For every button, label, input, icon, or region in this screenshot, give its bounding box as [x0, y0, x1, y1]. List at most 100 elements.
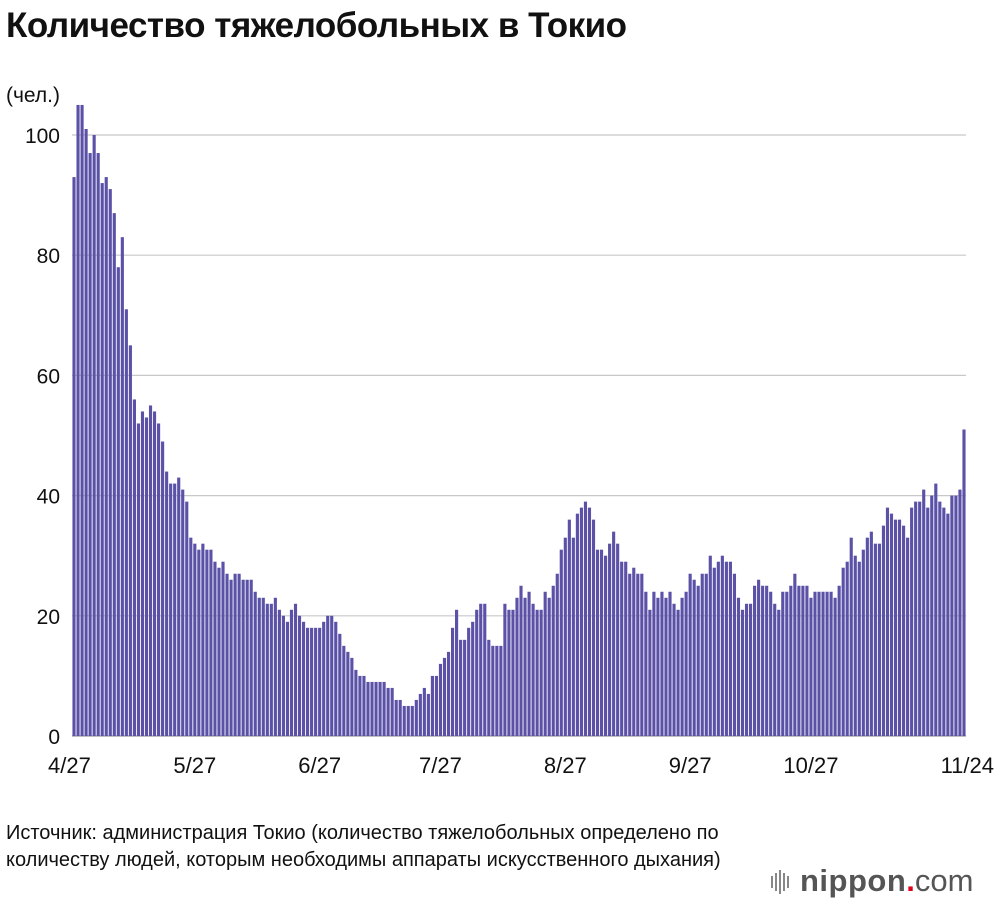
bar	[193, 543, 197, 736]
bar	[531, 603, 535, 736]
bar	[503, 603, 507, 736]
bar	[201, 543, 205, 736]
bar	[157, 423, 161, 736]
bar	[450, 627, 455, 736]
bar	[463, 639, 467, 736]
source-note: Источник: администрация Токио (количеств…	[6, 822, 721, 871]
bar	[362, 675, 366, 736]
bar	[177, 477, 181, 736]
bar	[801, 585, 805, 736]
logo-tld: com	[914, 863, 974, 898]
bar	[777, 609, 781, 736]
bar	[475, 609, 479, 736]
bar	[841, 567, 845, 736]
bar	[515, 597, 519, 736]
bar	[479, 603, 483, 736]
bar	[80, 104, 84, 736]
bar	[789, 585, 793, 736]
bar	[902, 525, 906, 736]
x-tick-label: 4/27	[48, 753, 91, 778]
bar	[414, 699, 418, 736]
bar	[394, 699, 398, 736]
x-tick-label: 9/27	[669, 753, 712, 778]
bar	[124, 309, 128, 736]
bar	[96, 153, 100, 736]
bar	[837, 585, 841, 736]
bar	[539, 609, 543, 736]
y-tick-label: 0	[48, 726, 60, 749]
bar	[914, 501, 918, 736]
bar	[604, 555, 608, 736]
bar	[660, 591, 664, 736]
bar	[84, 128, 88, 737]
x-tick-label: 6/27	[298, 753, 341, 778]
bar	[853, 555, 857, 736]
bar	[374, 681, 378, 736]
bar	[885, 507, 890, 736]
bar	[567, 519, 571, 736]
bar	[245, 579, 249, 736]
bar	[318, 627, 322, 736]
bar	[406, 705, 410, 736]
bar	[148, 405, 153, 736]
bar	[724, 561, 728, 736]
y-tick-label: 40	[37, 486, 60, 509]
bar	[652, 591, 656, 736]
bar	[467, 627, 471, 736]
y-tick-label: 60	[37, 365, 60, 388]
bar	[805, 585, 809, 736]
bar	[326, 615, 330, 736]
bar	[644, 591, 648, 736]
bar	[551, 585, 555, 736]
bar	[265, 603, 269, 736]
bar	[555, 573, 559, 736]
bars	[72, 104, 966, 737]
y-tick-label: 20	[37, 606, 60, 629]
bar	[736, 597, 741, 736]
bar	[692, 579, 696, 736]
bar	[640, 573, 644, 736]
bar	[209, 549, 213, 736]
logo-bars-icon	[771, 870, 789, 894]
bar	[889, 513, 894, 736]
bar	[744, 603, 749, 736]
bar	[285, 621, 290, 736]
bar	[257, 597, 261, 736]
bar	[354, 669, 358, 736]
bar	[672, 603, 676, 736]
bar	[728, 561, 732, 736]
bar	[817, 591, 821, 736]
bar	[185, 501, 189, 736]
bar	[152, 411, 157, 736]
bar	[563, 537, 567, 736]
bar	[608, 543, 612, 736]
bar	[571, 537, 575, 736]
bar	[962, 429, 966, 736]
bar	[954, 495, 958, 736]
bar	[76, 104, 80, 736]
bar	[487, 639, 491, 736]
bar	[334, 621, 338, 736]
bar	[491, 645, 495, 736]
bar	[382, 681, 386, 736]
bar	[869, 531, 873, 736]
bar	[624, 561, 628, 736]
bar	[378, 681, 382, 736]
bar	[495, 645, 499, 736]
bar	[438, 663, 443, 736]
bar	[471, 621, 475, 736]
gridlines	[72, 134, 966, 737]
bar	[253, 591, 257, 736]
bar	[535, 609, 539, 736]
bar	[620, 561, 624, 736]
bar	[430, 675, 434, 736]
bar	[169, 483, 173, 736]
bar	[418, 693, 422, 736]
bar	[446, 651, 451, 736]
bar	[825, 591, 829, 736]
x-tick-label: 11/24	[941, 753, 994, 778]
bar	[958, 489, 962, 736]
bar	[229, 579, 233, 736]
bar	[781, 591, 785, 736]
bar	[261, 597, 265, 736]
